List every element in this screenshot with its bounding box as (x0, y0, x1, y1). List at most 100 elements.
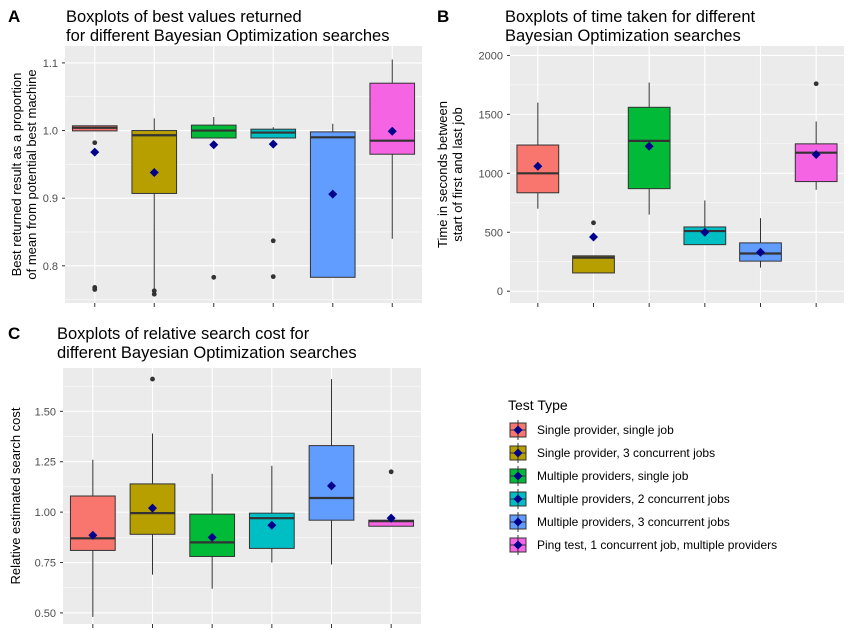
legend-label: Multiple providers, single job (537, 469, 689, 483)
mean-marker (589, 232, 598, 242)
legend-item: Single provider, single job (509, 420, 674, 440)
outlier-point (270, 274, 276, 280)
panel-letter: A (8, 7, 20, 26)
box-6 (368, 469, 415, 527)
y-axis-label: start of first and last job (450, 107, 465, 241)
mean-marker (90, 147, 100, 157)
mean-marker (267, 520, 277, 530)
legend-mean-marker (513, 540, 523, 550)
box-4 (248, 465, 295, 563)
mean-marker (149, 167, 159, 177)
legend-mean-marker (513, 471, 523, 481)
box-3 (189, 473, 236, 589)
box-1 (71, 125, 118, 292)
panel-letter: B (437, 7, 449, 26)
mean-marker (148, 503, 157, 513)
y-tick-label: 2000 (479, 50, 503, 62)
legend-item: Single provider, 3 concurrent jobs (509, 443, 715, 463)
mean-marker (811, 149, 821, 159)
mean-marker (327, 481, 336, 491)
plot-background (65, 46, 422, 303)
mean-marker (700, 227, 710, 237)
box-4 (683, 200, 727, 246)
legend-mean-marker (513, 448, 523, 458)
legend-label: Single provider, 3 concurrent jobs (537, 446, 715, 460)
outlier-point (150, 376, 155, 382)
box-1 (516, 102, 560, 209)
mean-marker (386, 513, 396, 523)
legend-label: Multiple providers, 2 concurrent jobs (537, 492, 730, 506)
legend-title: Test Type (508, 397, 568, 413)
box-body (572, 255, 615, 274)
chart-title: different Bayesian Optimization searches (57, 344, 357, 362)
y-tick-label: 1.25 (35, 457, 56, 469)
box-3 (190, 117, 237, 280)
box-body (309, 131, 356, 278)
mean-marker (756, 247, 765, 257)
outlier-point (388, 469, 394, 475)
legend-mean-marker (513, 494, 523, 504)
box-6 (369, 59, 416, 239)
legend-item: Multiple providers, 2 concurrent jobs (509, 489, 730, 509)
panel-b: B Boxplots of time taken for differentBay… (435, 7, 844, 307)
mean-marker (268, 139, 278, 149)
plot-background (510, 46, 844, 303)
chart-title: Boxplots of time taken for different (505, 8, 755, 26)
box-body (131, 130, 178, 194)
box-1 (69, 459, 116, 617)
y-tick-label: 0.8 (43, 261, 58, 273)
plot-background (63, 368, 421, 624)
y-tick-label: 1000 (479, 168, 503, 180)
y-tick-label: 1.1 (43, 58, 58, 70)
y-axis-label: Best returned result as a proportion (9, 73, 24, 277)
y-axis-label: of mean from potential best machine (24, 69, 39, 279)
box-5 (308, 379, 355, 565)
outlier-point (92, 287, 98, 292)
mean-marker (644, 141, 654, 151)
box-5 (309, 123, 356, 278)
box-2 (129, 376, 176, 575)
panel-letter: C (8, 324, 20, 343)
mean-marker (207, 532, 217, 542)
chart-title: for different Bayesian Optimization sear… (66, 27, 389, 45)
y-tick-label: 0.9 (43, 193, 58, 205)
legend-mean-marker (513, 425, 523, 435)
y-axis-label: Relative estimated search cost (8, 407, 23, 584)
box-6 (794, 81, 838, 190)
box-2 (572, 220, 615, 274)
chart-title: Bayesian Optimization searches (505, 27, 741, 45)
legend-mean-marker (513, 517, 523, 527)
y-tick-label: 0.75 (35, 558, 56, 570)
y-tick-label: 0 (497, 286, 503, 298)
box-body (794, 143, 838, 183)
mean-marker (88, 530, 98, 540)
box-2 (131, 118, 178, 297)
outlier-point (813, 81, 819, 87)
box-body (369, 82, 416, 155)
legend-item: Multiple providers, 3 concurrent jobs (509, 512, 730, 532)
y-tick-label: 1.00 (35, 507, 56, 519)
mean-marker (209, 140, 219, 150)
box-3 (627, 82, 671, 215)
outlier-point (151, 291, 157, 297)
mean-marker (387, 126, 397, 136)
panel-c: C Boxplots of relative search cost fordif… (8, 324, 421, 628)
outlier-point (151, 288, 157, 294)
y-axis-label: Time in seconds between (435, 101, 450, 248)
chart-title: Boxplots of relative search cost for (57, 325, 310, 343)
legend: Test Type Single provider, single job Sing… (508, 397, 777, 555)
legend-label: Multiple providers, 3 concurrent jobs (537, 515, 730, 529)
mean-marker (533, 161, 543, 171)
box-body (69, 495, 116, 551)
y-tick-label: 1500 (479, 109, 503, 121)
legend-item: Multiple providers, single job (509, 466, 689, 486)
legend-label: Single provider, single job (537, 423, 674, 437)
box-4 (250, 127, 297, 280)
mean-marker (328, 189, 338, 199)
y-tick-label: 1.50 (35, 406, 56, 418)
outlier-point (211, 274, 217, 280)
outlier-point (92, 140, 98, 146)
chart-title: Boxplots of best values returned (66, 8, 302, 26)
y-tick-label: 0.50 (35, 608, 56, 620)
